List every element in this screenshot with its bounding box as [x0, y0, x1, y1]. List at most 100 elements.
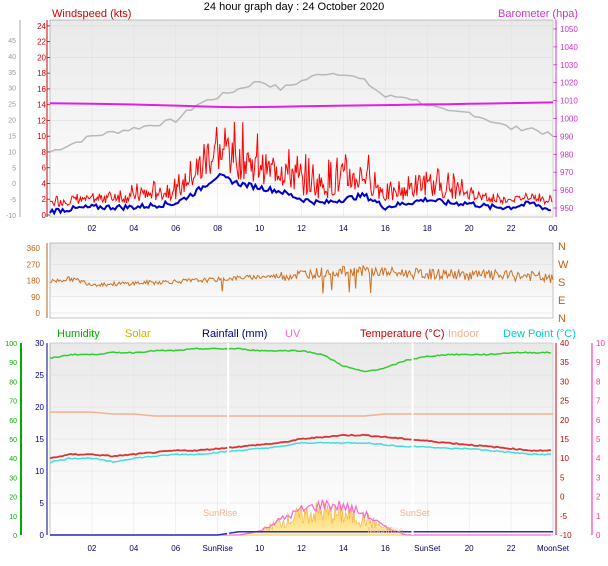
barometer-axis: 1050 1040 1030 1020 1010 1000 990 980 970 960 950: [553, 20, 578, 217]
legend-humidity: Humidity: [57, 328, 100, 340]
direction-tick: 360: [27, 244, 41, 253]
x-tick: 12: [297, 224, 306, 233]
legend-uv: UV: [285, 328, 301, 340]
uv-tick: 8: [596, 377, 601, 386]
humidity-tick: 0: [13, 533, 17, 540]
compass-label: N: [558, 241, 566, 253]
windspeed-tick: 12: [37, 116, 46, 125]
windspeed-tick: 24: [37, 22, 46, 31]
direction-tick: 90: [31, 293, 40, 302]
barometer-tick: 1000: [560, 115, 578, 124]
barometer-tick: 970: [560, 168, 574, 177]
temp-ref-tick: 30: [8, 86, 16, 93]
panel3-series: SunRise SunSet MoonRise: [49, 343, 553, 536]
temp-ref-tick: 45: [8, 38, 16, 45]
temp-ref-tick: 10: [8, 149, 16, 156]
chart-title: 24 hour graph day : 24 October 2020: [204, 1, 384, 13]
barometer-tick: 1040: [560, 43, 578, 52]
panel3-x-axis: 02 04 06 SunRise 10 12 14 16 SunSet 20 22 MoonSet: [87, 544, 569, 553]
windspeed-tick: 6: [42, 164, 47, 173]
uv-tick: 0: [596, 531, 601, 540]
windspeed-tick: 4: [42, 179, 47, 188]
temp-ref-tick: 0: [12, 181, 16, 188]
compass-label: E: [558, 295, 565, 307]
humidity-tick: 70: [9, 399, 17, 406]
temp-ref-tick: 5: [12, 165, 16, 172]
x-tick: 06: [171, 224, 180, 233]
x-tick: 06: [171, 544, 180, 553]
barometer-tick: 960: [560, 186, 574, 195]
temp-ref-tick: 20: [8, 118, 16, 125]
temp-tick: 5: [560, 473, 565, 482]
x-tick: 10: [255, 224, 264, 233]
temperature-ref-axis: 45 40 35 30 25 20 15 10 5 0 -5 -10: [6, 20, 21, 220]
x-tick: 22: [507, 544, 516, 553]
barometer-tick: 1010: [560, 97, 578, 106]
x-tick: 12: [297, 544, 306, 553]
legend-rainfall: Rainfall (mm): [202, 328, 267, 340]
x-tick: 20: [465, 544, 474, 553]
humidity-tick: 60: [9, 418, 17, 425]
temp-tick: 35: [560, 358, 569, 367]
rain-tick: 20: [35, 403, 44, 412]
humidity-tick: 20: [9, 495, 17, 502]
barometer-line: [49, 101, 554, 109]
barometer-tick: 990: [560, 132, 574, 141]
uv-tick: 10: [596, 339, 605, 348]
x-tick: 08: [213, 224, 222, 233]
rain-tick: 10: [35, 467, 44, 476]
temp-ref-tick: -10: [6, 213, 16, 220]
sunset-label: SunSet: [400, 508, 430, 518]
temp-ref-tick: 35: [8, 70, 16, 77]
rain-tick: 30: [35, 339, 44, 348]
gust-line: [49, 121, 553, 207]
x-tick: SunSet: [414, 544, 441, 553]
humidity-tick: 90: [9, 360, 17, 367]
barometer-tick: 950: [560, 204, 574, 213]
uv-tick: 4: [596, 454, 601, 463]
x-tick: 20: [465, 224, 474, 233]
temp-ref-tick: 15: [8, 133, 16, 140]
windspeed-tick: 0: [42, 211, 47, 220]
x-tick: 04: [129, 224, 138, 233]
direction-tick: 180: [27, 277, 41, 286]
temp-tick: 20: [560, 416, 569, 425]
temp-tick: 0: [560, 493, 565, 502]
panel3-legend: Humidity Solar Rainfall (mm) UV Temperature …: [57, 328, 576, 340]
humidity-tick: 100: [5, 341, 17, 348]
compass-label: N: [558, 313, 566, 325]
temp-ref-tick: 40: [8, 54, 16, 61]
x-tick: SunRise: [203, 544, 234, 553]
windspeed-line: [49, 172, 551, 216]
x-tick: 04: [129, 544, 138, 553]
windspeed-tick: 18: [37, 69, 46, 78]
uv-tick: 2: [596, 493, 601, 502]
humidity-tick: 30: [9, 475, 17, 482]
uv-tick: 1: [596, 512, 601, 521]
direction-tick: 0: [36, 309, 41, 318]
sunrise-label: SunRise: [203, 508, 237, 518]
temp-tick: -5: [560, 512, 568, 521]
rain-tick: 15: [35, 435, 44, 444]
humidity-tick: 40: [9, 456, 17, 463]
panel1-series: [49, 72, 554, 216]
rain-tick: 25: [35, 371, 44, 380]
uv-tick: 7: [596, 397, 601, 406]
rain-tick: 0: [40, 531, 45, 540]
panel1-x-axis: 02 04 06 08 10 12 14 16 18 20 22 00: [87, 224, 558, 233]
uv-tick: 3: [596, 473, 601, 482]
barometer-tick: 1050: [560, 25, 578, 34]
x-tick: 16: [381, 544, 390, 553]
windspeed-tick: 2: [42, 195, 47, 204]
humidity-line: [49, 347, 551, 373]
windspeed-tick: 16: [37, 85, 46, 94]
windspeed-tick: 20: [37, 53, 46, 62]
legend-solar: Solar: [125, 328, 151, 340]
windspeed-tick: 14: [37, 101, 46, 110]
windspeed-tick: 10: [37, 132, 46, 141]
uv-tick: 9: [596, 358, 601, 367]
x-tick: 00: [549, 224, 558, 233]
